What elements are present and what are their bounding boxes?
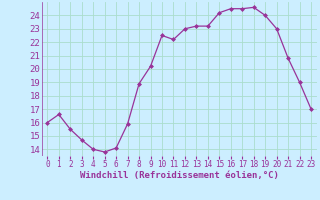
X-axis label: Windchill (Refroidissement éolien,°C): Windchill (Refroidissement éolien,°C) xyxy=(80,171,279,180)
